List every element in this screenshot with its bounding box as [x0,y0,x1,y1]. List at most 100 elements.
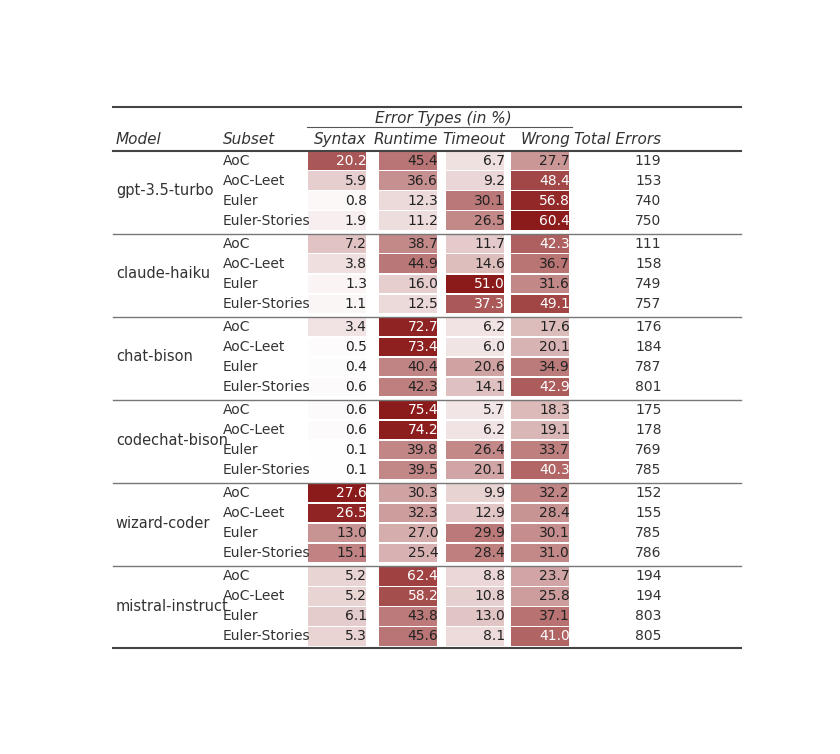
Text: 5.9: 5.9 [345,173,367,188]
Text: claude-haiku: claude-haiku [116,266,210,281]
Bar [308,421,366,440]
Text: 787: 787 [635,360,661,374]
Text: Euler: Euler [223,360,259,374]
Text: Total Errors: Total Errors [575,132,661,147]
Text: 111: 111 [635,237,661,251]
Bar [380,627,438,645]
Text: 38.7: 38.7 [407,237,438,251]
Text: 40.3: 40.3 [539,463,570,477]
Text: 27.6: 27.6 [336,486,367,500]
Text: 176: 176 [635,320,661,334]
Text: 11.7: 11.7 [474,237,505,251]
Text: 12.9: 12.9 [474,506,505,520]
Text: 14.1: 14.1 [474,380,505,394]
Bar [380,338,438,356]
Text: 158: 158 [635,256,661,271]
Text: 175: 175 [635,403,661,417]
Bar [446,357,504,376]
Text: 6.0: 6.0 [483,340,505,354]
Text: 11.2: 11.2 [407,213,438,228]
Text: 194: 194 [635,569,661,584]
Bar [446,504,504,523]
Text: Timeout: Timeout [442,132,505,147]
Text: 803: 803 [635,609,661,624]
Text: 740: 740 [635,194,661,207]
Text: 153: 153 [635,173,661,188]
Bar [511,317,570,336]
Text: 757: 757 [635,297,661,311]
Bar [446,192,504,210]
Text: 750: 750 [635,213,661,228]
Text: 25.8: 25.8 [539,590,570,603]
Bar [308,234,366,253]
Bar [446,587,504,605]
Text: 27.0: 27.0 [407,526,438,540]
Bar [511,357,570,376]
Bar [308,484,366,502]
Bar [511,484,570,502]
Text: 0.8: 0.8 [345,194,367,207]
Bar [308,171,366,190]
Bar [380,295,438,313]
Bar [308,524,366,542]
Text: 28.4: 28.4 [474,546,505,560]
Text: 152: 152 [635,486,661,500]
Bar [380,357,438,376]
Bar [308,378,366,396]
Bar [380,211,438,230]
Text: 5.2: 5.2 [345,590,367,603]
Text: 29.9: 29.9 [474,526,505,540]
Text: 16.0: 16.0 [407,277,438,291]
Text: gpt-3.5-turbo: gpt-3.5-turbo [116,183,213,198]
Text: 5.3: 5.3 [345,630,367,643]
Text: Model: Model [116,132,161,147]
Bar [308,152,366,170]
Bar [511,544,570,562]
Text: 62.4: 62.4 [407,569,438,584]
Text: 7.2: 7.2 [345,237,367,251]
Text: 30.1: 30.1 [474,194,505,207]
Bar [380,421,438,440]
Text: Syntax: Syntax [314,132,367,147]
Text: AoC-Leet: AoC-Leet [223,590,285,603]
Bar [380,234,438,253]
Text: 0.6: 0.6 [345,403,367,417]
Bar [511,587,570,605]
Bar [380,401,438,419]
Text: Subset: Subset [223,132,275,147]
Bar [308,587,366,605]
Text: 39.5: 39.5 [407,463,438,477]
Bar [308,544,366,562]
Bar [511,461,570,480]
Text: 42.3: 42.3 [407,380,438,394]
Bar [308,357,366,376]
Bar [446,484,504,502]
Text: AoC-Leet: AoC-Leet [223,173,285,188]
Bar [446,544,504,562]
Text: 42.9: 42.9 [539,380,570,394]
Text: AoC-Leet: AoC-Leet [223,423,285,437]
Text: 42.3: 42.3 [539,237,570,251]
Bar [380,607,438,626]
Text: 6.7: 6.7 [483,154,505,167]
Text: 13.0: 13.0 [336,526,367,540]
Bar [446,234,504,253]
Text: Euler: Euler [223,194,259,207]
Text: 26.5: 26.5 [336,506,367,520]
Bar [308,211,366,230]
Text: 8.1: 8.1 [483,630,505,643]
Text: 0.6: 0.6 [345,423,367,437]
Text: 801: 801 [635,380,661,394]
Bar [380,317,438,336]
Text: 25.4: 25.4 [407,546,438,560]
Bar [446,152,504,170]
Text: Error Types (in %): Error Types (in %) [375,111,512,126]
Bar [446,607,504,626]
Text: 20.6: 20.6 [474,360,505,374]
Text: AoC: AoC [223,403,250,417]
Text: 40.4: 40.4 [407,360,438,374]
Text: 37.1: 37.1 [539,609,570,624]
Text: 805: 805 [635,630,661,643]
Text: 14.6: 14.6 [474,256,505,271]
Text: 56.8: 56.8 [539,194,570,207]
